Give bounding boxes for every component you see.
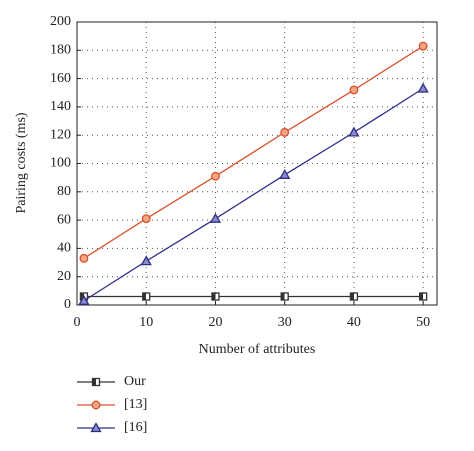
point (91, 400, 101, 410)
series-line (83, 87, 424, 302)
y-tick-label: 100 (50, 156, 71, 171)
point (349, 85, 359, 95)
y-tick-label: 200 (50, 14, 71, 29)
legend-label: [13] (124, 397, 147, 412)
point (348, 126, 360, 137)
point (211, 292, 220, 301)
x-tick-label: 20 (208, 315, 222, 330)
point (211, 171, 220, 181)
x-tick-label: 40 (347, 315, 361, 330)
y-tick-label: 160 (50, 71, 71, 86)
y-tick-label: 80 (57, 184, 71, 199)
point (419, 292, 428, 301)
point (142, 292, 151, 301)
legend-label: Our (124, 374, 146, 389)
point (140, 255, 152, 266)
point (280, 292, 289, 301)
point (209, 212, 222, 223)
point (279, 168, 291, 179)
x-axis-label: Number of attributes (199, 342, 316, 357)
point (90, 422, 102, 433)
y-tick-label: 140 (50, 99, 71, 114)
x-tick-label: 10 (139, 315, 153, 330)
point (141, 214, 151, 224)
y-tick-label: 40 (57, 241, 71, 256)
x-tick-label: 0 (74, 315, 81, 330)
legend-label: [16] (124, 420, 147, 435)
y-tick-label: 180 (50, 43, 71, 58)
x-tick-label: 30 (278, 315, 292, 330)
point (79, 253, 89, 263)
plot-frame (76, 21, 438, 306)
point (78, 294, 90, 305)
point (417, 82, 429, 93)
y-tick-label: 60 (57, 212, 71, 227)
y-tick-label: 20 (57, 269, 71, 284)
point (280, 127, 290, 137)
y-tick-label: 120 (50, 127, 71, 142)
point (418, 41, 428, 51)
series-line (83, 45, 424, 259)
point (349, 292, 359, 301)
y-axis-label: Pairing costs (ms) (14, 112, 29, 213)
point (91, 377, 101, 387)
y-tick-label: 0 (64, 297, 71, 312)
x-tick-label: 50 (416, 315, 430, 330)
